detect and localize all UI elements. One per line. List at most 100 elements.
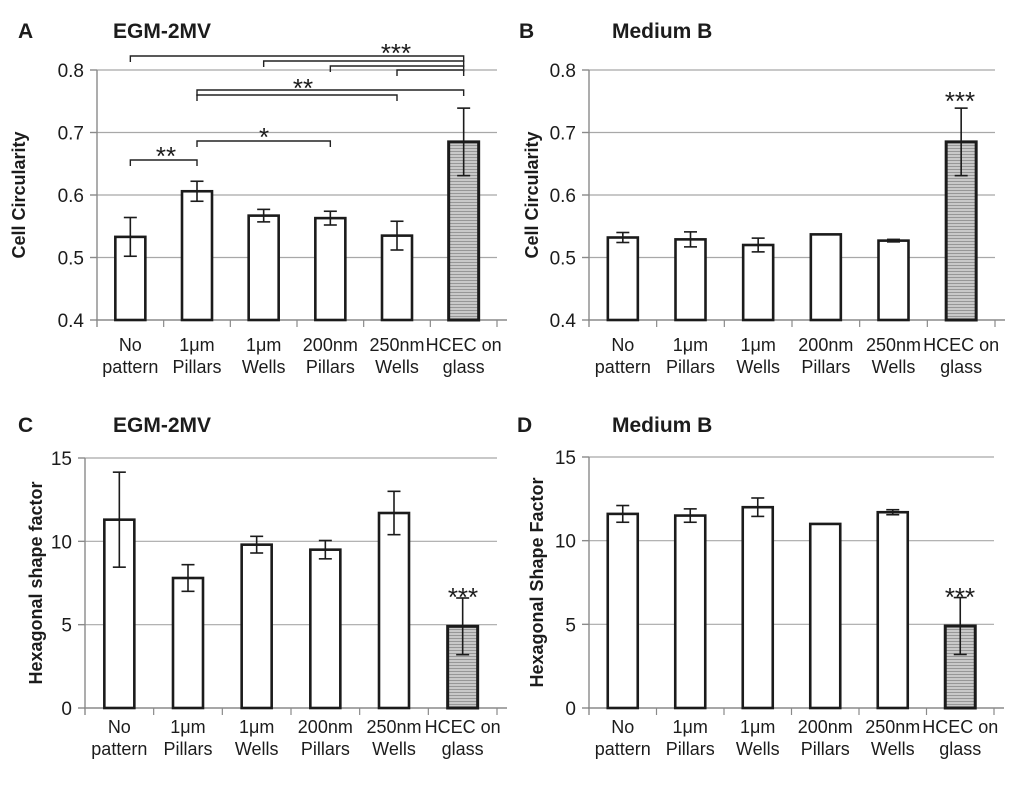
error-bar-1-m-pillars — [684, 231, 697, 248]
bar-200nm-pillars — [314, 216, 347, 322]
bar-1-m-pillars — [180, 189, 214, 322]
x-category-label-line1-hcec-on-glass: HCEC on — [425, 717, 501, 737]
panel-d: 0 5 10 15 No pattern 1μm Pillars 1μm Wells 200nm Pi… — [512, 403, 1024, 805]
panel-a: 0.4 0.5 0.6 0.7 0.8 No pattern 1μm Pillars 1μm Wel… — [0, 0, 512, 403]
panel-title: Medium B — [612, 414, 712, 437]
bar-250nm-wells — [877, 239, 910, 322]
panel-letter: D — [517, 414, 532, 437]
error-bar-1-m-wells — [751, 497, 765, 518]
significance-bracket-5 — [196, 94, 398, 101]
panel-b: 0.4 0.5 0.6 0.7 0.8 No pattern 1μm Pillars 1μm Wel… — [512, 0, 1024, 403]
x-category-label-line2-1-m-pillars: Pillars — [163, 739, 212, 759]
significance-bracket-3 — [396, 69, 465, 76]
bar-200nm-pillars — [808, 522, 842, 710]
bar-1-m-wells — [240, 543, 273, 710]
error-bar-1-m-wells — [257, 208, 271, 223]
panel-a-chart: 0.40.50.60.70.8Nopattern1μmPillars1μmWel… — [9, 20, 507, 377]
significance-bracket-6 — [196, 140, 332, 147]
y-tick-label-0.6: 0.6 — [58, 186, 84, 207]
y-tick-label-10: 10 — [51, 532, 72, 553]
significance-bracket-7 — [129, 159, 198, 166]
x-category-label-line2-no-pattern: pattern — [91, 739, 147, 759]
significance-stars-1: ** — [293, 73, 313, 103]
error-bar-no-pattern — [616, 231, 630, 244]
error-bar-250nm-wells — [387, 490, 401, 536]
x-category-label-line2-1-m-pillars: Pillars — [666, 739, 715, 759]
error-bar-hcec-on-glass — [456, 597, 470, 656]
bar-no-pattern — [606, 236, 640, 322]
x-category-label-line2-250nm-wells: Wells — [372, 739, 416, 759]
error-bar-no-pattern — [112, 471, 126, 568]
panel-letter: C — [18, 414, 33, 437]
panel-title: EGM-2MV — [113, 20, 211, 43]
error-bar-hcec-on-glass — [457, 107, 471, 177]
panel-c-chart: 051015Nopattern1μmPillars1μmWells200nmPi… — [18, 414, 507, 759]
y-tick-label-0.7: 0.7 — [550, 124, 576, 145]
x-category-label-line1-no-pattern: No — [611, 717, 634, 737]
error-bar-250nm-wells — [390, 220, 404, 251]
panel-d-chart: 051015Nopattern1μmPillars1μmWells200nmPi… — [517, 414, 1004, 759]
panel-letter: A — [18, 20, 33, 43]
bar-1-m-wells — [741, 243, 775, 322]
significance-stars-3: ** — [156, 141, 176, 171]
y-tick-label-0: 0 — [61, 699, 72, 720]
x-category-label-line1-250nm-wells: 250nm — [865, 717, 920, 737]
significance-bracket-1 — [262, 60, 465, 67]
x-category-label-line2-no-pattern: pattern — [102, 357, 158, 377]
x-category-label-line2-hcec-on-glass: glass — [443, 357, 485, 377]
bar-250nm-wells — [876, 510, 910, 710]
x-category-label-line1-1-m-wells: 1μm — [246, 335, 281, 355]
x-category-label-line1-hcec-on-glass: HCEC on — [426, 335, 502, 355]
y-tick-label-0.5: 0.5 — [58, 249, 84, 270]
x-category-label-line1-hcec-on-glass: HCEC on — [923, 335, 999, 355]
x-category-label-line1-1-m-pillars: 1μm — [179, 335, 214, 355]
y-tick-label-0.8: 0.8 — [550, 61, 576, 82]
error-bar-hcec-on-glass — [953, 596, 967, 656]
significance-stars-0: *** — [945, 582, 975, 612]
y-axis-title: Cell Circularity — [9, 131, 29, 258]
bar-1-m-pillars — [674, 238, 707, 322]
error-bar-200nm-pillars — [323, 210, 337, 226]
x-category-label-line2-1-m-pillars: Pillars — [666, 357, 715, 377]
x-category-label-line1-no-pattern: No — [108, 717, 131, 737]
x-category-label-line1-1-m-wells: 1μm — [740, 335, 775, 355]
significance-stars-0: *** — [945, 86, 975, 116]
error-bar-hcec-on-glass — [954, 107, 968, 177]
panel-letter: B — [519, 20, 534, 43]
bar-250nm-wells — [380, 234, 414, 322]
x-category-label-line1-1-m-pillars: 1μm — [673, 717, 708, 737]
significance-stars-0: *** — [448, 582, 478, 612]
panel-title: EGM-2MV — [113, 414, 211, 437]
y-tick-label-5: 5 — [61, 616, 72, 637]
significance-stars-0: *** — [381, 38, 411, 68]
x-category-label-line1-200nm-pillars: 200nm — [303, 335, 358, 355]
y-tick-label-0.6: 0.6 — [550, 186, 576, 207]
panel-c: 0 5 10 15 No pattern 1μm Pillars 1μm Wells 200nm Pi… — [0, 403, 512, 805]
x-category-label-line2-200nm-pillars: Pillars — [801, 739, 850, 759]
bar-250nm-wells — [377, 511, 411, 710]
x-category-label-line2-250nm-wells: Wells — [872, 357, 916, 377]
y-tick-label-10: 10 — [555, 532, 576, 553]
x-category-label-line1-250nm-wells: 250nm — [369, 335, 424, 355]
y-tick-label-15: 15 — [555, 448, 576, 469]
bar-no-pattern — [606, 512, 640, 710]
x-category-label-line1-200nm-pillars: 200nm — [798, 717, 853, 737]
bar-1-m-pillars — [673, 514, 707, 710]
x-category-label-line1-200nm-pillars: 200nm — [798, 335, 853, 355]
y-axis-title: Hexagonal Shape Factor — [527, 477, 547, 687]
x-category-label-line2-hcec-on-glass: glass — [940, 357, 982, 377]
bar-1-m-pillars — [171, 576, 205, 710]
x-category-label-line1-1-m-wells: 1μm — [740, 717, 775, 737]
x-category-label-line1-1-m-pillars: 1μm — [673, 335, 708, 355]
x-category-label-line1-hcec-on-glass: HCEC on — [922, 717, 998, 737]
error-bar-no-pattern — [616, 504, 630, 524]
x-category-label-line2-hcec-on-glass: glass — [442, 739, 484, 759]
y-axis-title: Cell Circularity — [522, 131, 542, 258]
y-axis-title: Hexagonal shape factor — [26, 481, 46, 684]
bar-1-m-wells — [247, 214, 280, 322]
x-category-label-line2-1-m-wells: Wells — [235, 739, 279, 759]
x-category-label-line2-no-pattern: pattern — [595, 739, 651, 759]
significance-stars-2: * — [259, 122, 269, 152]
x-category-label-line1-200nm-pillars: 200nm — [298, 717, 353, 737]
x-category-label-line2-1-m-wells: Wells — [242, 357, 286, 377]
